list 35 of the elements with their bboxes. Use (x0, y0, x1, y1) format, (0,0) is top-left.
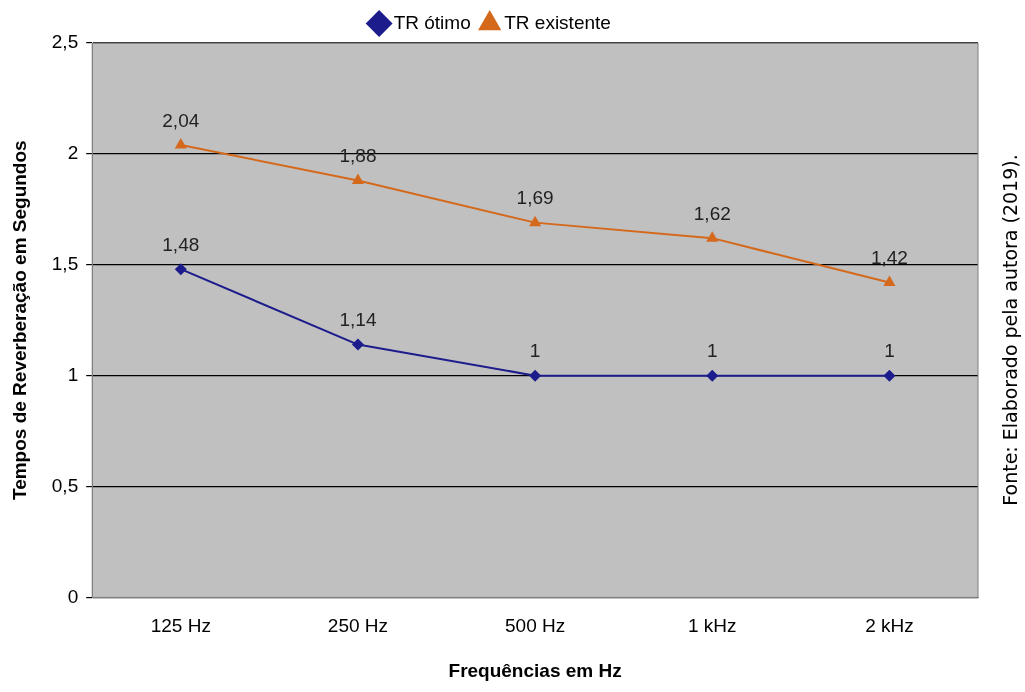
data-label: 2,04 (162, 109, 200, 131)
legend-label: TR ótimo (393, 11, 471, 33)
y-tick-label: 2 (67, 142, 79, 164)
data-label: 1 (884, 340, 895, 362)
data-label: 1 (706, 340, 718, 362)
y-tick-label: 0,5 (51, 474, 79, 496)
y-tick-label: 1,5 (51, 252, 79, 274)
legend-label: TR existente (504, 11, 611, 33)
point (529, 369, 542, 382)
y-tick-label: 2,5 (51, 31, 79, 53)
x-tick-label: 250 Hz (327, 615, 389, 637)
y-tick-label: 0 (67, 585, 79, 607)
y-tick-label: 1 (67, 363, 79, 385)
x-tick-label: 500 Hz (505, 615, 566, 637)
data-label: 1,62 (693, 202, 731, 224)
point (174, 263, 187, 276)
point (706, 231, 719, 242)
point (351, 338, 364, 351)
point (529, 215, 542, 227)
data-label: 1,14 (339, 309, 377, 331)
point (883, 369, 896, 382)
source-note: Fonte: Elaborado pela autora (2019). (999, 154, 1021, 506)
point (706, 369, 719, 382)
x-tick-label: 1 kHz (687, 615, 737, 637)
x-tick-label: 2 kHz (865, 615, 914, 637)
x-tick-label: 125 Hz (150, 615, 211, 637)
data-label: 1,69 (516, 187, 554, 209)
y-axis-title: Tempos de Reverberação em Segundos (8, 140, 30, 501)
data-label: 1,48 (162, 233, 200, 255)
point (883, 275, 896, 286)
data-label: 1 (529, 340, 541, 362)
point (174, 138, 187, 149)
x-axis-title: Frequências em Hz (448, 659, 622, 681)
point (351, 173, 365, 184)
data-label: 1,42 (870, 247, 908, 269)
